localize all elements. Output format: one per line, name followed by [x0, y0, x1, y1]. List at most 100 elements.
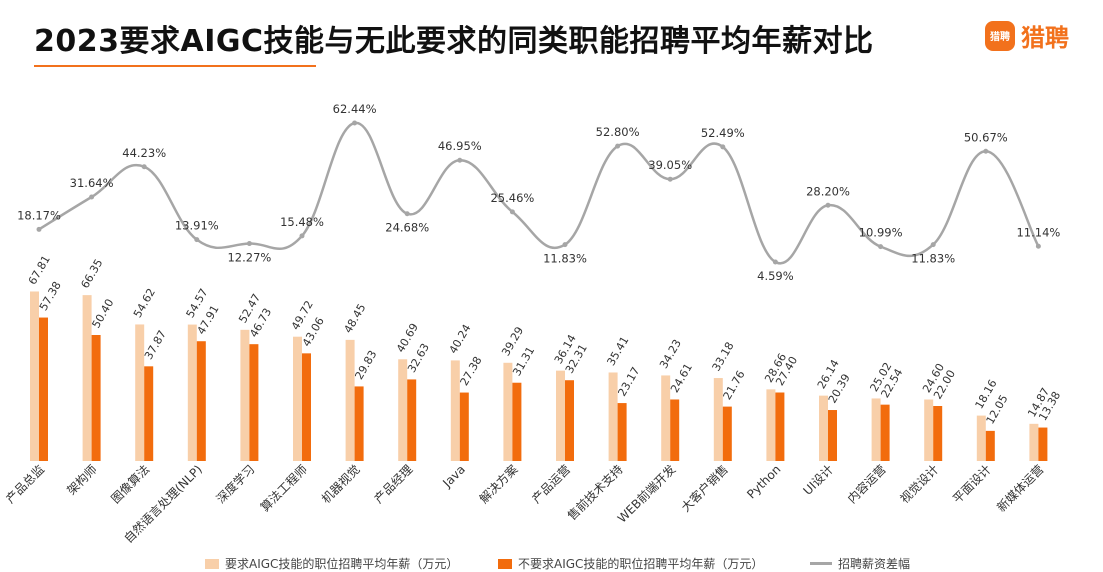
gap-point [194, 237, 200, 243]
bar-without-aigc [39, 317, 48, 461]
x-tick-label: 新媒体运营 [993, 462, 1046, 515]
x-tick-label: 内容运营 [844, 462, 889, 507]
gap-point [1035, 243, 1041, 249]
bar-without-aigc [144, 366, 154, 461]
x-tick-label: 产品经理 [371, 462, 415, 506]
bar-with-aigc [871, 398, 881, 461]
bar-with-aigc [135, 324, 145, 461]
gap-label: 10.99% [859, 226, 903, 240]
bar-without-aigc [354, 386, 364, 461]
gap-point [772, 259, 778, 265]
bar-with-aigc [503, 362, 513, 461]
gap-point [615, 143, 621, 149]
x-tick-label: 大客户销售 [678, 462, 731, 515]
gap-point [89, 194, 95, 200]
gap-line-group [36, 120, 1041, 265]
legend-swatch-with-aigc [205, 558, 219, 569]
legend-item-gap: 招聘薪资差幅 [810, 555, 910, 572]
gap-label: 13.91% [175, 219, 219, 233]
bar-with-aigc [976, 415, 986, 461]
bar-without-aigc [985, 430, 995, 461]
gap-point [562, 242, 568, 248]
gap-label: 44.23% [122, 146, 166, 160]
x-tick-label: 产品总监 [3, 462, 47, 506]
bar-with-aigc [924, 399, 934, 461]
gap-point [983, 148, 989, 154]
bar-without-aigc [722, 406, 732, 461]
bar-label-without-aigc: 29.83 [352, 348, 379, 382]
bars-group [30, 291, 1048, 461]
bar-without-aigc [617, 403, 627, 461]
legend-label-without-aigc: 不要求AIGC技能的职位招聘平均年薪（万元） [518, 557, 764, 571]
gap-series-line [38, 121, 1040, 265]
bar-with-aigc [398, 359, 408, 461]
gap-point [299, 233, 305, 239]
gap-label: 11.83% [911, 252, 955, 266]
legend-swatch-gap [810, 562, 832, 565]
bar-without-aigc [512, 382, 522, 461]
legend-swatch-without-aigc [498, 558, 512, 569]
gap-point [141, 164, 147, 170]
bar-label-with-aigc: 33.18 [710, 340, 737, 374]
bar-with-aigc [556, 370, 565, 461]
gap-label: 25.46% [490, 191, 534, 205]
gap-label: 46.95% [438, 139, 482, 153]
gap-point [878, 244, 884, 250]
bar-without-aigc [670, 399, 680, 461]
gap-label: 52.49% [701, 126, 745, 140]
legend-label-with-aigc: 要求AIGC技能的职位招聘平均年薪（万元） [225, 557, 459, 571]
bar-with-aigc [1029, 423, 1039, 461]
x-tick-label: 算法工程师 [257, 462, 310, 515]
bar-with-aigc [293, 336, 302, 461]
bar-label-without-aigc: 50.40 [89, 297, 116, 331]
x-tick-label: 图像算法 [108, 462, 153, 507]
x-tick-label: 解决方案 [476, 462, 521, 507]
gap-label: 39.05% [648, 158, 692, 172]
x-tick-label: Java [439, 462, 468, 491]
gap-label: 11.83% [543, 252, 587, 266]
gap-label: 28.20% [806, 184, 850, 198]
gap-point [457, 157, 463, 163]
legend-item-without-aigc: 不要求AIGC技能的职位招聘平均年薪（万元） [498, 555, 763, 572]
x-tick-label: UI设计 [801, 462, 837, 498]
gap-label: 18.17% [17, 208, 61, 222]
logo-icon: 猎聘 [985, 20, 1015, 51]
bar-label-without-aigc: 27.38 [458, 354, 485, 388]
title-underline [34, 65, 316, 67]
bar-label-without-aigc: 24.61 [668, 361, 695, 395]
gap-label: 52.80% [596, 125, 640, 139]
bar-without-aigc [407, 379, 417, 461]
bar-without-aigc [880, 404, 890, 461]
x-tick-label: 视觉设计 [897, 462, 942, 507]
bar-with-aigc [450, 360, 460, 461]
bar-with-aigc [661, 375, 671, 461]
gap-label: 15.48% [280, 215, 324, 229]
gap-point [720, 144, 726, 150]
x-tick-label: 深度学习 [213, 462, 258, 507]
bar-without-aigc [459, 392, 469, 461]
bar-without-aigc [775, 392, 785, 461]
x-tick-label: Python [744, 462, 783, 501]
bar-label-without-aigc: 23.17 [615, 365, 642, 399]
gap-label: 31.64% [70, 176, 114, 190]
gap-point [930, 242, 936, 248]
gap-point [246, 241, 252, 247]
logo-text: 猎聘 [1021, 24, 1069, 52]
gap-label: 11.14% [1016, 225, 1060, 239]
bar-label-with-aigc: 40.24 [447, 322, 474, 356]
bar-label-with-aigc: 67.81 [26, 253, 53, 287]
gap-point [667, 176, 673, 182]
bar-with-aigc [187, 324, 197, 461]
bar-label-with-aigc: 54.62 [131, 286, 158, 320]
bar-label-without-aigc: 57.38 [37, 279, 64, 313]
legend-item-with-aigc: 要求AIGC技能的职位招聘平均年薪（万元） [205, 555, 458, 572]
bar-with-aigc [82, 295, 92, 461]
bar-label-without-aigc: 37.87 [142, 328, 169, 362]
bar-without-aigc [91, 335, 101, 461]
gap-label: 62.44% [333, 102, 377, 116]
gap-label: 4.59% [757, 269, 794, 283]
bar-with-aigc [345, 339, 355, 461]
